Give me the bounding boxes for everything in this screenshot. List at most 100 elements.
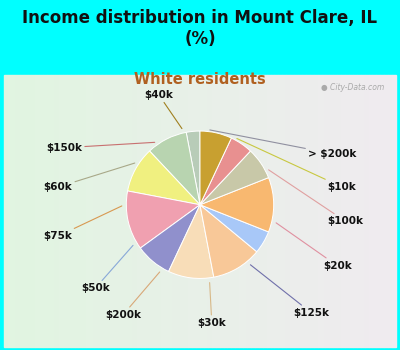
Bar bbox=[235, 75, 239, 346]
Bar bbox=[192, 75, 196, 346]
Bar bbox=[90, 75, 94, 346]
Text: $10k: $10k bbox=[237, 139, 356, 192]
Bar bbox=[208, 75, 212, 346]
Bar bbox=[63, 75, 67, 346]
Text: White residents: White residents bbox=[134, 72, 266, 87]
Bar bbox=[329, 75, 333, 346]
Bar bbox=[114, 75, 118, 346]
Bar bbox=[333, 75, 337, 346]
Bar bbox=[224, 75, 228, 346]
Wedge shape bbox=[200, 205, 257, 277]
Bar bbox=[82, 75, 86, 346]
Bar bbox=[372, 75, 376, 346]
Bar bbox=[188, 75, 192, 346]
Bar bbox=[290, 75, 294, 346]
Bar bbox=[157, 75, 161, 346]
Bar bbox=[337, 75, 341, 346]
Bar bbox=[267, 75, 270, 346]
Text: ● City-Data.com: ● City-Data.com bbox=[321, 83, 384, 92]
Bar bbox=[376, 75, 380, 346]
Bar bbox=[380, 75, 384, 346]
Wedge shape bbox=[200, 131, 231, 205]
Bar bbox=[270, 75, 274, 346]
Bar bbox=[12, 75, 16, 346]
Wedge shape bbox=[200, 177, 274, 232]
Wedge shape bbox=[186, 131, 200, 205]
Bar bbox=[349, 75, 353, 346]
Bar bbox=[368, 75, 372, 346]
Text: $150k: $150k bbox=[46, 142, 155, 153]
Bar bbox=[165, 75, 169, 346]
Bar bbox=[122, 75, 126, 346]
Bar bbox=[74, 75, 78, 346]
Bar bbox=[388, 75, 392, 346]
Bar bbox=[4, 75, 8, 346]
Bar bbox=[32, 75, 35, 346]
Text: $200k: $200k bbox=[105, 272, 160, 320]
Wedge shape bbox=[200, 138, 250, 205]
Bar bbox=[326, 75, 329, 346]
Bar bbox=[353, 75, 357, 346]
Bar bbox=[141, 75, 145, 346]
Bar bbox=[20, 75, 24, 346]
Bar bbox=[231, 75, 235, 346]
Bar bbox=[35, 75, 39, 346]
Text: > $200k: > $200k bbox=[210, 130, 356, 159]
Bar bbox=[71, 75, 74, 346]
Bar bbox=[110, 75, 114, 346]
Bar bbox=[274, 75, 278, 346]
Bar bbox=[16, 75, 20, 346]
Bar bbox=[106, 75, 110, 346]
Bar bbox=[365, 75, 368, 346]
Bar bbox=[149, 75, 153, 346]
Bar bbox=[212, 75, 216, 346]
Bar bbox=[263, 75, 267, 346]
Bar bbox=[130, 75, 133, 346]
Bar bbox=[243, 75, 247, 346]
Bar bbox=[204, 75, 208, 346]
Wedge shape bbox=[126, 191, 200, 248]
Bar bbox=[145, 75, 149, 346]
Bar bbox=[176, 75, 180, 346]
Bar bbox=[216, 75, 220, 346]
Bar bbox=[102, 75, 106, 346]
Text: $75k: $75k bbox=[43, 206, 122, 241]
Bar bbox=[67, 75, 71, 346]
Bar bbox=[220, 75, 224, 346]
Bar bbox=[78, 75, 82, 346]
Text: $40k: $40k bbox=[144, 90, 182, 128]
Bar bbox=[294, 75, 298, 346]
Bar bbox=[8, 75, 12, 346]
Bar bbox=[392, 75, 396, 346]
Text: $60k: $60k bbox=[44, 163, 135, 192]
Wedge shape bbox=[128, 151, 200, 205]
Bar bbox=[133, 75, 137, 346]
Bar bbox=[361, 75, 365, 346]
Bar bbox=[28, 75, 32, 346]
Bar bbox=[200, 75, 204, 346]
Bar bbox=[169, 75, 172, 346]
Text: $30k: $30k bbox=[198, 282, 226, 328]
Bar bbox=[251, 75, 255, 346]
Wedge shape bbox=[200, 205, 268, 252]
Wedge shape bbox=[150, 132, 200, 205]
Bar bbox=[55, 75, 59, 346]
Bar bbox=[259, 75, 263, 346]
Bar bbox=[247, 75, 251, 346]
Bar bbox=[239, 75, 243, 346]
Bar bbox=[98, 75, 102, 346]
Bar bbox=[51, 75, 55, 346]
Bar bbox=[86, 75, 90, 346]
Bar bbox=[94, 75, 98, 346]
Bar bbox=[298, 75, 302, 346]
Bar bbox=[384, 75, 388, 346]
Bar bbox=[184, 75, 188, 346]
Bar bbox=[172, 75, 176, 346]
Bar bbox=[278, 75, 282, 346]
Bar bbox=[39, 75, 43, 346]
Bar bbox=[24, 75, 28, 346]
Bar bbox=[282, 75, 286, 346]
Bar bbox=[255, 75, 259, 346]
Text: Income distribution in Mount Clare, IL
(%): Income distribution in Mount Clare, IL (… bbox=[22, 9, 378, 48]
Bar bbox=[228, 75, 231, 346]
